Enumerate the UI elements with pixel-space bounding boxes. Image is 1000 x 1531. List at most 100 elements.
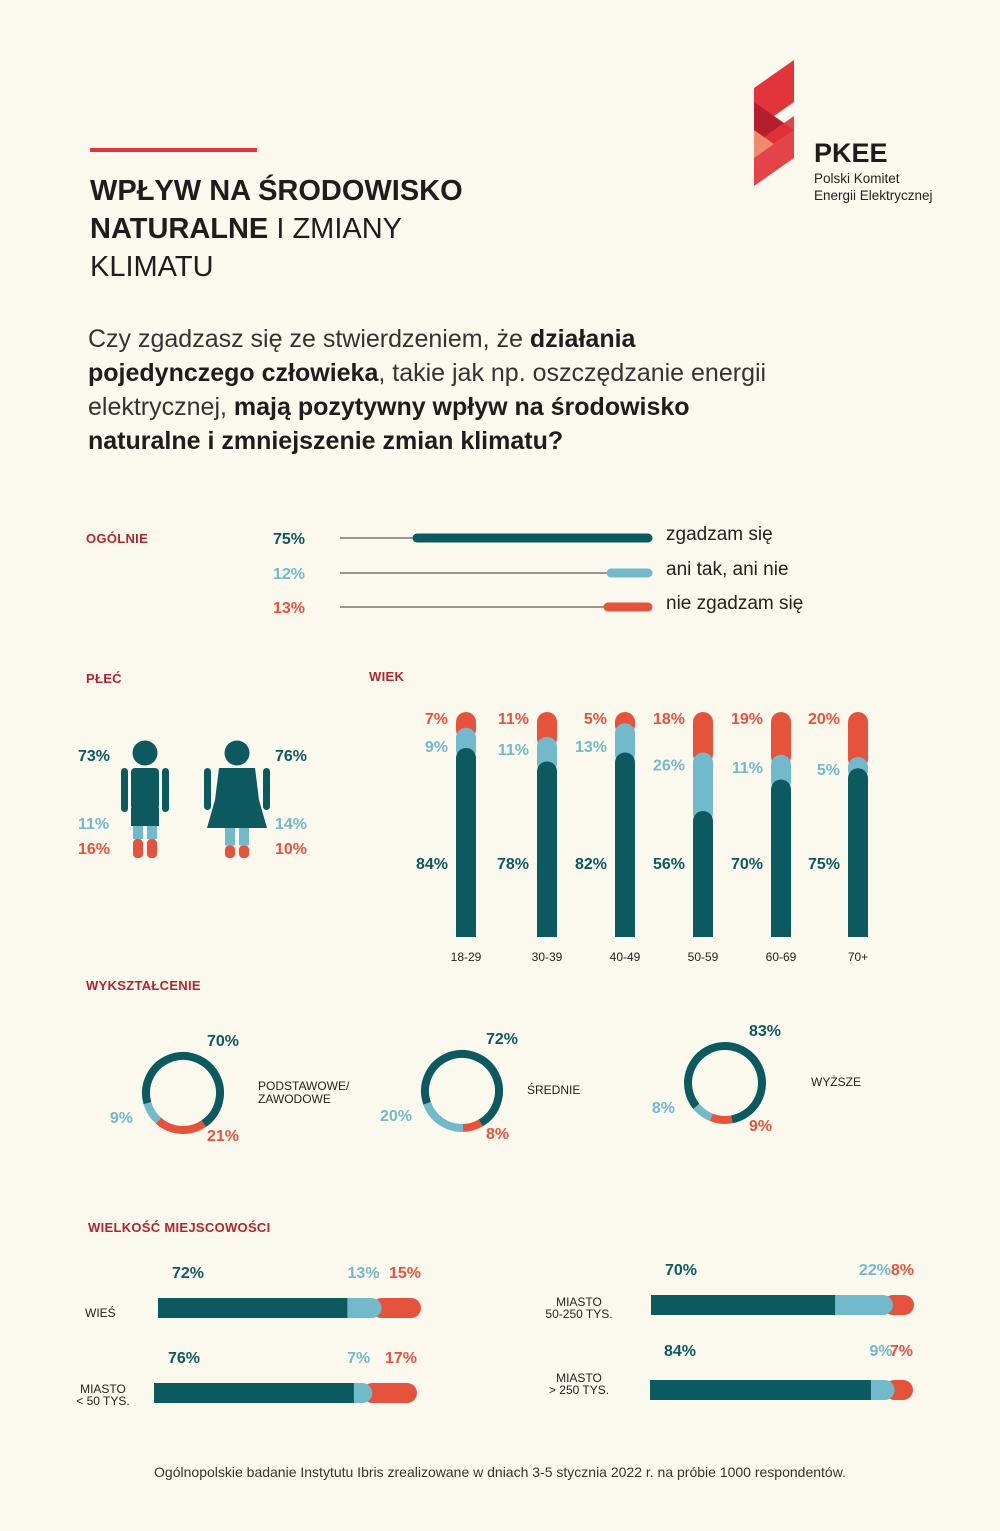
person-dress-1 [207,768,267,828]
age-tick-0: 18-29 [451,950,482,964]
town-label-agree-2: 70% [665,1262,697,1279]
age-bar-agree-2 [615,752,635,937]
edu-label-disagree-0: 21% [207,1128,239,1145]
town-category-1-1: < 50 TYS. [76,1394,129,1408]
overall-legend-1: ani tak, ani nie [666,559,789,580]
town-bar-agree-1 [154,1383,354,1403]
title-line2-bold: NATURALNE [90,213,269,245]
age-bar-base-3 [693,927,713,937]
town-category-3-1: > 250 TYS. [549,1383,609,1397]
overall-pct-1: 12% [273,566,305,583]
town-bar-disagree-1 [362,1383,417,1403]
person-head-0 [132,740,158,766]
age-bar-base-2 [615,927,635,937]
age-label-disagree-3: 18% [653,711,685,728]
person-leg-neutral-r-0 [147,826,157,840]
town-label-neutral-2: 22% [859,1262,891,1279]
gender-f-disagree: 10% [275,841,307,858]
question-part1: Czy zgadzasz się ze stwierdzeniem, że [88,325,530,353]
footer-note: Ogólnopolskie badanie Instytutu Ibris zr… [154,1464,846,1480]
person-leg-disagree-r-0 [147,839,157,858]
survey-question: Czy zgadzasz się ze stwierdzeniem, że dz… [88,322,768,458]
age-label-disagree-4: 19% [731,711,763,728]
edu-label-disagree-2: 9% [749,1118,772,1135]
logo-line2: Energii Elektrycznej [814,188,933,203]
town-label-agree-3: 84% [664,1343,696,1360]
age-label-agree-1: 78% [497,856,529,873]
age-tick-1: 30-39 [532,950,563,964]
edu-arc-neutral-0 [143,1101,162,1124]
town-bar-neutral-0 [337,1298,382,1318]
age-label-neutral-1: 11% [498,742,529,759]
town-label-neutral-3: 9% [869,1343,892,1360]
age-label-neutral-4: 11% [732,760,763,777]
age-tick-3: 50-59 [688,950,719,964]
person-arm-r-0 [162,768,169,812]
person-leg-neutral-l-0 [133,826,143,840]
age-bar-disagree-4 [771,712,791,767]
page-title: WPŁYW NA ŚRODOWISKO NATURALNE I ZMIANY K… [90,172,463,286]
age-bar-neutral-3 [693,752,713,823]
title-line2-thin: I ZMIANY [268,213,403,245]
person-arm-r-1 [263,768,270,810]
gender-m-agree: 73% [78,748,110,765]
town-label-neutral-1: 7% [347,1350,370,1367]
gender-f-agree: 76% [275,748,307,765]
pkee-logo-icon [754,60,794,186]
age-label-disagree-1: 11% [498,711,529,728]
age-bar-agree-3 [693,811,713,937]
town-label-agree-0: 72% [172,1265,204,1282]
section-education: WYKSZTAŁCENIE [86,978,201,993]
edu-label-agree-2: 83% [749,1023,781,1040]
town-label-disagree-1: 17% [385,1350,417,1367]
town-bar-agree-3 [650,1380,871,1400]
age-label-disagree-2: 5% [584,711,607,728]
edu-label-disagree-1: 8% [486,1126,509,1143]
edu-arc-agree-2 [684,1042,766,1124]
age-label-neutral-5: 5% [817,762,840,779]
section-age: WIEK [369,669,405,684]
town-label-neutral-0: 13% [348,1265,380,1282]
age-tick-5: 70+ [848,950,868,964]
edu-label-agree-0: 70% [207,1033,239,1050]
person-arm-l-0 [121,768,128,812]
age-tick-4: 60-69 [766,950,797,964]
edu-arc-agree-1 [421,1050,503,1127]
age-bar-agree-5 [848,768,868,937]
person-head-1 [224,740,250,766]
person-leg-neutral-l-1 [225,828,235,846]
age-label-disagree-5: 20% [808,711,840,728]
age-bar-disagree-3 [693,712,713,765]
age-label-agree-5: 75% [808,856,840,873]
title-line1: WPŁYW NA ŚRODOWISKO [90,175,463,207]
section-overall: OGÓLNIE [86,531,149,546]
edu-arc-disagree-0 [155,1117,206,1134]
age-label-agree-4: 70% [731,856,763,873]
town-bar-agree-0 [158,1298,348,1318]
edu-label-neutral-0: 9% [110,1110,133,1127]
town-label-agree-1: 76% [168,1350,200,1367]
section-gender: PŁEĆ [86,671,122,686]
town-bar-agree-2 [651,1295,836,1315]
age-label-agree-0: 84% [416,856,448,873]
town-label-disagree-2: 8% [891,1262,914,1279]
age-bar-disagree-5 [848,712,868,769]
edu-label-agree-1: 72% [486,1031,518,1048]
edu-arc-disagree-1 [462,1119,483,1132]
town-category-1-0: MIASTO [80,1382,126,1396]
edu-category-0-0: PODSTAWOWE/ [258,1079,350,1093]
age-label-agree-2: 82% [575,856,607,873]
age-label-disagree-0: 7% [425,711,448,728]
edu-category-1-0: ŚREDNIE [527,1082,580,1097]
edu-category-0-1: ZAWODOWE [258,1092,331,1106]
age-bar-base-5 [848,927,868,937]
logo: PKEE Polski Komitet Energii Elektrycznej [752,60,952,210]
age-label-neutral-2: 13% [575,739,607,756]
age-bar-agree-4 [771,779,791,937]
title-line3: KLIMATU [90,251,214,283]
gender-m-disagree: 16% [78,841,110,858]
person-torso-0 [131,768,159,810]
town-label-disagree-0: 15% [389,1265,421,1282]
age-bar-agree-1 [537,761,557,937]
edu-arc-disagree-2 [709,1113,733,1124]
